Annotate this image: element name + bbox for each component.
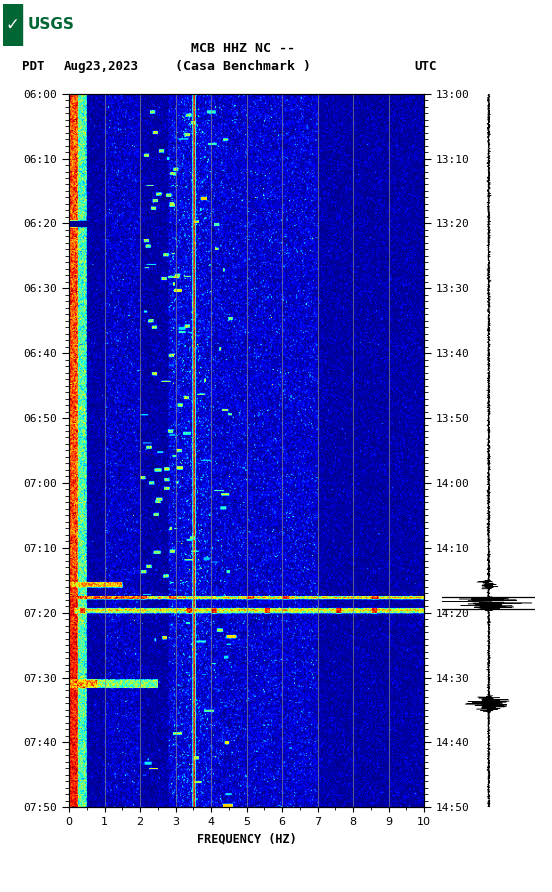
X-axis label: FREQUENCY (HZ): FREQUENCY (HZ) bbox=[197, 832, 296, 846]
Text: UTC: UTC bbox=[414, 60, 437, 73]
Text: PDT: PDT bbox=[22, 60, 45, 73]
Text: ✓: ✓ bbox=[6, 16, 19, 34]
Text: (Casa Benchmark ): (Casa Benchmark ) bbox=[175, 60, 311, 73]
Text: MCB HHZ NC --: MCB HHZ NC -- bbox=[191, 42, 295, 55]
Text: USGS: USGS bbox=[28, 18, 75, 32]
Bar bbox=[3, 4, 22, 46]
Text: Aug23,2023: Aug23,2023 bbox=[63, 60, 139, 73]
